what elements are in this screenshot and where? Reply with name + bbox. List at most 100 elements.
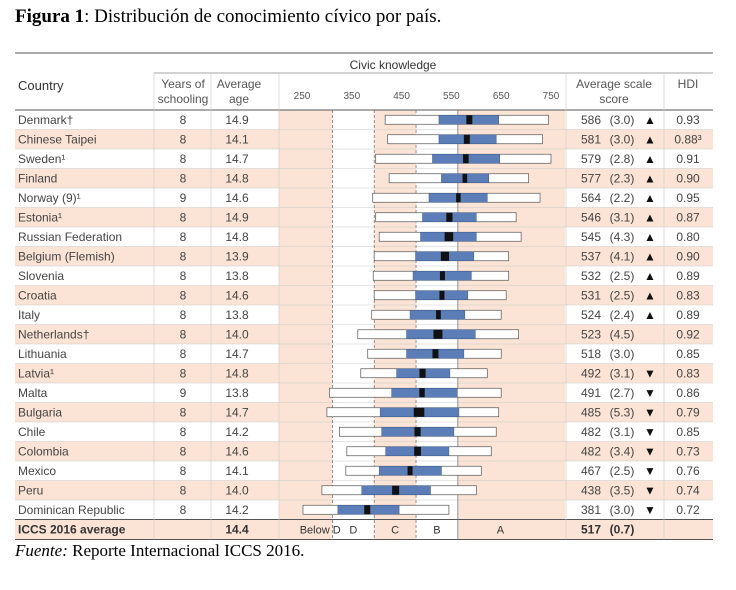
- average-age: 14.1: [225, 464, 249, 478]
- hdi-value: 0.80: [676, 230, 700, 244]
- significant-above-icon: ▲: [644, 113, 656, 127]
- country-name: Croatia: [18, 289, 57, 303]
- average-scale-score: 537: [581, 250, 601, 264]
- col-header-years-1: Years of: [161, 77, 205, 91]
- average-age: 14.0: [225, 484, 249, 498]
- average-scale-score: 564: [581, 191, 601, 205]
- hdi-value: 0.83: [676, 367, 700, 381]
- hdi-value: 0.72: [676, 503, 700, 517]
- average-age: 14.1: [225, 133, 249, 147]
- significant-above-icon: ▲: [644, 308, 656, 322]
- mean-confidence-marker: [463, 154, 469, 164]
- country-name: Estonia¹: [18, 211, 62, 225]
- band-label: A: [497, 525, 505, 537]
- hdi-value: 0.95: [676, 191, 700, 205]
- years-of-schooling: 8: [180, 133, 187, 147]
- average-age: 14.6: [225, 445, 249, 459]
- significant-above-icon: ▲: [644, 269, 656, 283]
- mean-confidence-marker: [444, 232, 454, 242]
- hdi-value: 0.90: [676, 172, 700, 186]
- country-name: Chile: [18, 425, 46, 439]
- average-age: 14.2: [225, 425, 249, 439]
- mean-confidence-marker: [419, 388, 425, 398]
- axis-tick-label: 750: [543, 91, 560, 102]
- average-scale-score: 579: [581, 152, 601, 166]
- country-name: Italy: [18, 308, 40, 322]
- years-of-schooling: 8: [180, 113, 187, 127]
- axis-tick-label: 350: [343, 91, 360, 102]
- country-name: Chinese Taipei: [18, 133, 97, 147]
- country-name: Peru: [18, 484, 43, 498]
- average-scale-score: 485: [581, 406, 601, 420]
- average-scale-score: 381: [581, 503, 601, 517]
- standard-error: (2.8): [610, 152, 635, 166]
- country-name: Bulgaria: [18, 406, 62, 420]
- average-scale-score: 531: [581, 289, 601, 303]
- col-header-years-2: schooling: [158, 92, 209, 106]
- country-name: Dominican Republic: [18, 503, 125, 517]
- average-scale-score: 482: [581, 425, 601, 439]
- standard-error: (2.5): [610, 464, 635, 478]
- standard-error: (3.1): [610, 425, 635, 439]
- standard-error: (2.3): [610, 172, 635, 186]
- average-scale-score: 523: [581, 328, 601, 342]
- average-age: 14.9: [225, 211, 249, 225]
- col-header-score-1: Average scale: [576, 77, 652, 91]
- hdi-value: 0.76: [676, 464, 700, 478]
- col-header-age-2: age: [229, 92, 249, 106]
- standard-error: (2.7): [610, 386, 635, 400]
- significant-below-icon: ▼: [644, 445, 656, 459]
- standard-error: (3.5): [610, 484, 635, 498]
- mean-confidence-marker: [432, 349, 439, 359]
- average-scale-score: 467: [581, 464, 601, 478]
- standard-error: (4.3): [610, 230, 635, 244]
- significant-above-icon: ▲: [644, 191, 656, 205]
- standard-error: (3.4): [610, 445, 635, 459]
- significant-above-icon: ▲: [644, 289, 656, 303]
- standard-error: (3.0): [610, 113, 635, 127]
- band-label: C: [391, 525, 399, 537]
- standard-error: (4.1): [610, 250, 635, 264]
- hdi-value: 0.74: [676, 484, 700, 498]
- mean-confidence-marker: [419, 368, 426, 378]
- mean-confidence-marker: [466, 115, 473, 125]
- average-age: 14.0: [225, 328, 249, 342]
- country-name: Mexico: [18, 464, 56, 478]
- mean-confidence-marker: [436, 310, 441, 320]
- mean-confidence-marker: [364, 505, 371, 515]
- figure-caption: Figura 1: Distribución de conocimiento c…: [15, 6, 441, 28]
- significant-below-icon: ▼: [644, 406, 656, 420]
- mean-confidence-marker: [462, 173, 468, 183]
- hdi-value: 0.88³: [674, 133, 701, 147]
- mean-confidence-marker: [414, 446, 421, 456]
- years-of-schooling: 8: [180, 250, 187, 264]
- standard-error: (3.1): [610, 211, 635, 225]
- years-of-schooling: 9: [180, 386, 187, 400]
- mean-confidence-marker: [392, 485, 400, 495]
- years-of-schooling: 8: [180, 464, 187, 478]
- mean-confidence-marker: [446, 212, 453, 222]
- years-of-schooling: 8: [180, 230, 187, 244]
- years-of-schooling: 8: [180, 211, 187, 225]
- country-name: Denmark†: [18, 113, 73, 127]
- mean-confidence-marker: [439, 271, 445, 281]
- country-name: Lithuania: [18, 347, 67, 361]
- axis-tick-label: 550: [443, 91, 460, 102]
- hdi-value: 0.86: [676, 386, 700, 400]
- average-age: 13.8: [225, 386, 249, 400]
- years-of-schooling: 8: [180, 269, 187, 283]
- average-scale-score: 581: [581, 133, 601, 147]
- country-name: Malta: [18, 386, 48, 400]
- average-age-overall: 14.4: [225, 523, 249, 537]
- figure-label: Figura 1: [15, 6, 85, 27]
- mean-confidence-marker: [440, 251, 450, 261]
- col-header-country: Country: [18, 78, 64, 93]
- average-scale-score: 546: [581, 211, 601, 225]
- country-name: Colombia: [18, 445, 69, 459]
- axis-tick-label: 250: [294, 91, 311, 102]
- years-of-schooling: 8: [180, 289, 187, 303]
- average-score-overall: 517: [581, 523, 601, 537]
- average-scale-score: 524: [581, 308, 601, 322]
- hdi-value: 0.87: [676, 211, 700, 225]
